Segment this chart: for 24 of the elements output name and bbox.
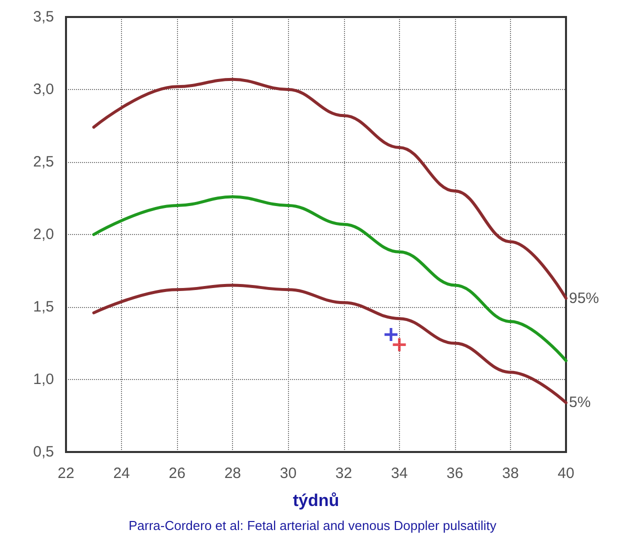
x-tick-label: 32 xyxy=(335,465,352,482)
x-tick-label: 36 xyxy=(446,465,464,482)
y-tick-label: 3,0 xyxy=(33,81,54,98)
x-tick-label: 22 xyxy=(58,465,74,482)
x-tick-label: 26 xyxy=(168,465,186,482)
x-tick-label: 40 xyxy=(558,465,574,482)
x-tick-label: 24 xyxy=(113,465,130,482)
y-tick-label: 3,5 xyxy=(33,8,54,26)
x-tick-label: 34 xyxy=(390,465,408,482)
text: Parra-Cordero et al: Fetal arterial and venous Doppler pulsatility xyxy=(128,518,497,533)
annotation: 95% xyxy=(569,290,600,307)
x-tick-label: 30 xyxy=(280,465,297,482)
x-axis-title: týdnů xyxy=(292,491,340,510)
y-tick-label: 1,5 xyxy=(33,298,54,316)
line-series xyxy=(92,284,568,404)
y-tick-label: 2,0 xyxy=(33,226,54,243)
y-tick-label: 1,0 xyxy=(33,371,54,388)
line-series xyxy=(92,78,568,300)
line-series xyxy=(92,195,568,362)
annotation: 5% xyxy=(569,394,591,412)
x-tick-label: 38 xyxy=(502,465,519,482)
y-tick-label: 2,5 xyxy=(33,154,54,170)
y-tick-label: 0,5 xyxy=(33,444,54,460)
x-tick-label: 28 xyxy=(224,465,242,482)
